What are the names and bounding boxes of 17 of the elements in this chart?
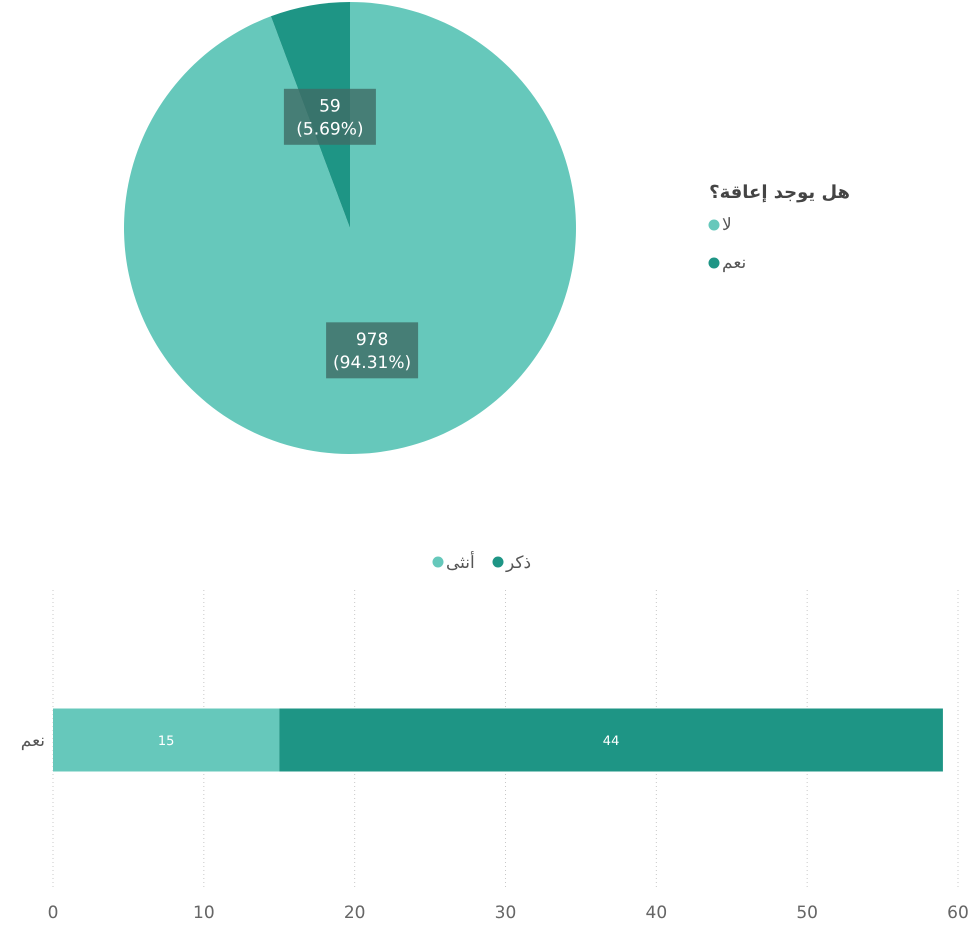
legend-label: أنثى <box>446 551 475 573</box>
data-label: 978 (94.31%) <box>333 330 412 373</box>
legend-title: هل يوجد إعاقة؟ <box>709 182 850 203</box>
legend-label: لا <box>722 215 732 235</box>
x-tick-label: 50 <box>796 903 818 923</box>
data-label: 59 (5.69%) <box>296 96 364 140</box>
x-tick-label: 10 <box>193 903 215 923</box>
x-tick-label: 60 <box>947 903 969 923</box>
x-tick-label: 40 <box>646 903 668 923</box>
x-tick-label: 20 <box>344 903 366 923</box>
data-label: 15 <box>158 734 174 749</box>
legend-label: ذكر <box>505 553 532 573</box>
x-tick-label: 30 <box>494 903 516 923</box>
legend-label: نعم <box>722 253 746 273</box>
pie-slice <box>124 2 576 454</box>
x-tick-label: 0 <box>48 903 58 923</box>
data-label: 44 <box>602 734 620 749</box>
